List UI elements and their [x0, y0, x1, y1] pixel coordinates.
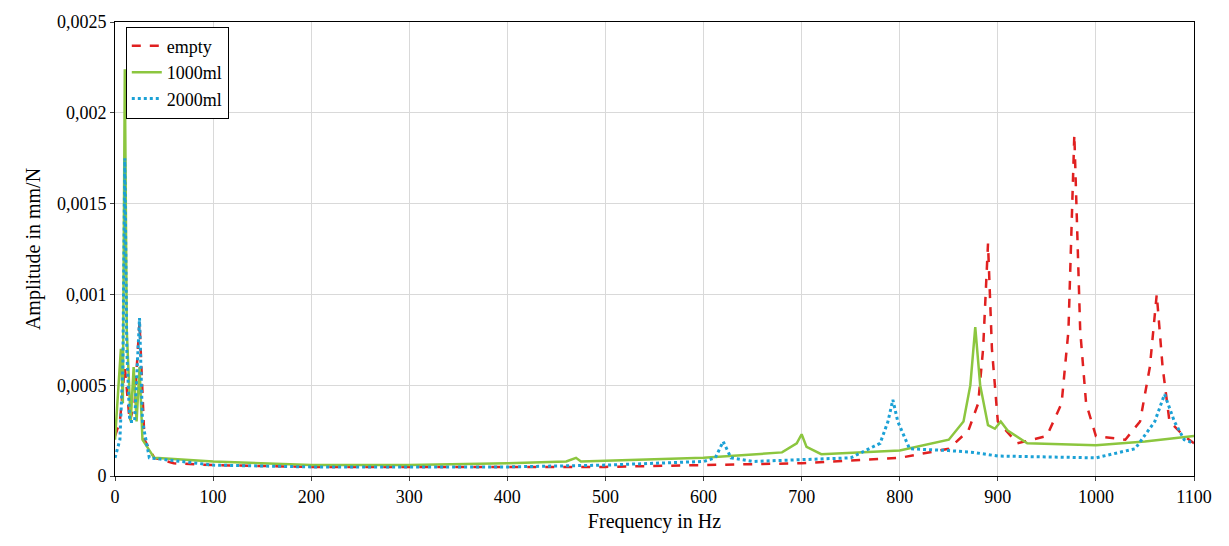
svg-text:500: 500 [592, 487, 619, 507]
svg-text:100: 100 [200, 487, 227, 507]
svg-text:0,001: 0,001 [66, 285, 107, 305]
svg-text:200: 200 [298, 487, 325, 507]
svg-text:900: 900 [984, 487, 1011, 507]
svg-text:0: 0 [97, 466, 106, 486]
svg-text:0,0005: 0,0005 [57, 376, 107, 396]
svg-text:0: 0 [111, 487, 120, 507]
svg-text:empty: empty [167, 37, 212, 57]
svg-text:600: 600 [690, 487, 717, 507]
svg-text:1000ml: 1000ml [167, 63, 222, 83]
svg-text:1100: 1100 [1176, 487, 1211, 507]
svg-text:700: 700 [788, 487, 815, 507]
svg-text:800: 800 [886, 487, 913, 507]
svg-text:1000: 1000 [1078, 487, 1114, 507]
svg-text:400: 400 [494, 487, 521, 507]
svg-text:Frequency in Hz: Frequency in Hz [588, 510, 721, 533]
svg-text:300: 300 [396, 487, 423, 507]
svg-text:0,0015: 0,0015 [57, 194, 107, 214]
svg-text:2000ml: 2000ml [167, 90, 222, 110]
svg-text:0,002: 0,002 [66, 103, 107, 123]
svg-text:0,0025: 0,0025 [57, 12, 107, 32]
svg-text:Amplitude in mm/N: Amplitude in mm/N [22, 168, 45, 330]
